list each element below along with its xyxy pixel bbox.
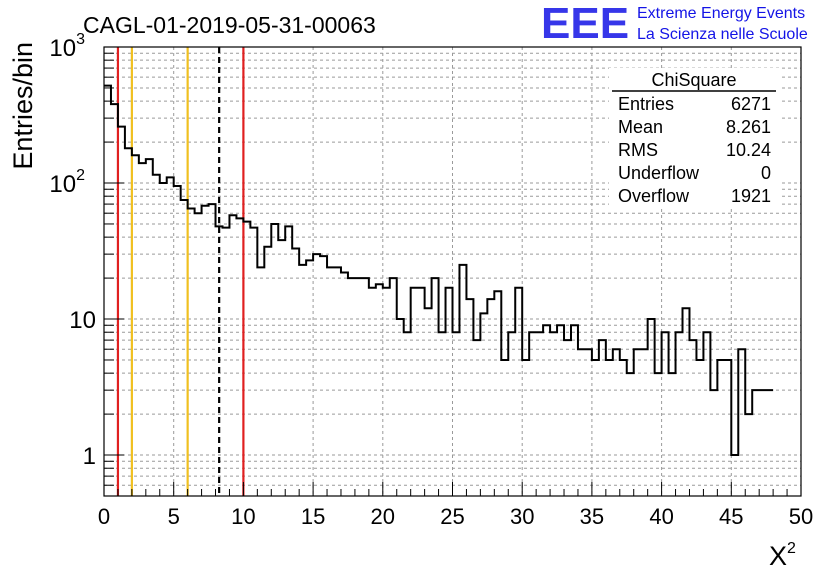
y-tick-label-base: 10: [49, 171, 76, 198]
x-tick-labels: 0 5 10 15 20 25 30 35 40 45 50: [98, 504, 813, 529]
y-tick-label: 102: [49, 167, 85, 198]
eee-logo-line1: Extreme Energy Events: [637, 5, 805, 22]
x-tick-label: 30: [510, 504, 534, 529]
x-tick-label: 10: [231, 504, 255, 529]
y-tick-label: 10: [69, 307, 96, 334]
stats-box: ChiSquare Entries 6271 Mean 8.261 RMS 10.24 Un…: [609, 68, 779, 208]
stats-row-value: 1921: [731, 186, 771, 206]
eee-logo-mark: EEE: [541, 0, 629, 48]
x-tick-label: 5: [168, 504, 180, 529]
stats-row-value: 8.261: [726, 117, 771, 137]
x-axis-label-main: X: [769, 541, 787, 571]
stats-row-label: Entries: [618, 94, 674, 114]
x-tick-label: 15: [301, 504, 325, 529]
y-axis-label: Entries/bin: [8, 42, 38, 170]
x-tick-label: 40: [649, 504, 673, 529]
x-tick-label: 45: [719, 504, 743, 529]
x-tick-label: 0: [98, 504, 110, 529]
stats-row-value: 0: [761, 163, 771, 183]
axis-ticks: [103, 46, 802, 497]
y-tick-label-base: 1: [83, 443, 96, 470]
y-tick-label-base: 10: [69, 307, 96, 334]
stats-box-rows: Entries 6271 Mean 8.261 RMS 10.24 Underflow 0 Ov…: [618, 94, 771, 206]
y-tick-label-superscript: 3: [76, 31, 85, 48]
eee-logo-line2: La Scienza nelle Scuole: [637, 26, 808, 43]
stats-box-title: ChiSquare: [651, 70, 736, 90]
y-tick-label: 103: [49, 31, 85, 62]
eee-logo: EEE Extreme Energy Events La Scienza nel…: [541, 0, 808, 48]
y-tick-label: 1: [83, 443, 96, 470]
stats-row-label: Underflow: [618, 163, 700, 183]
stats-row-label: Overflow: [618, 186, 690, 206]
x-axis-label-superscript: 2: [787, 540, 796, 557]
chart-title: CAGL-01-2019-05-31-00063: [83, 12, 376, 38]
x-tick-label: 50: [789, 504, 813, 529]
y-tick-label-base: 10: [49, 35, 76, 62]
stats-row-label: RMS: [618, 140, 658, 160]
reference-lines: [116, 47, 245, 496]
histogram-series: [104, 84, 774, 457]
x-tick-label: 35: [580, 504, 604, 529]
x-tick-label: 25: [440, 504, 464, 529]
stats-row-label: Mean: [618, 117, 663, 137]
x-axis-label: X2: [769, 540, 796, 571]
y-tick-label-superscript: 2: [76, 167, 85, 184]
stats-row-value: 6271: [731, 94, 771, 114]
stats-row-value: 10.24: [726, 140, 771, 160]
x-tick-label: 20: [371, 504, 395, 529]
